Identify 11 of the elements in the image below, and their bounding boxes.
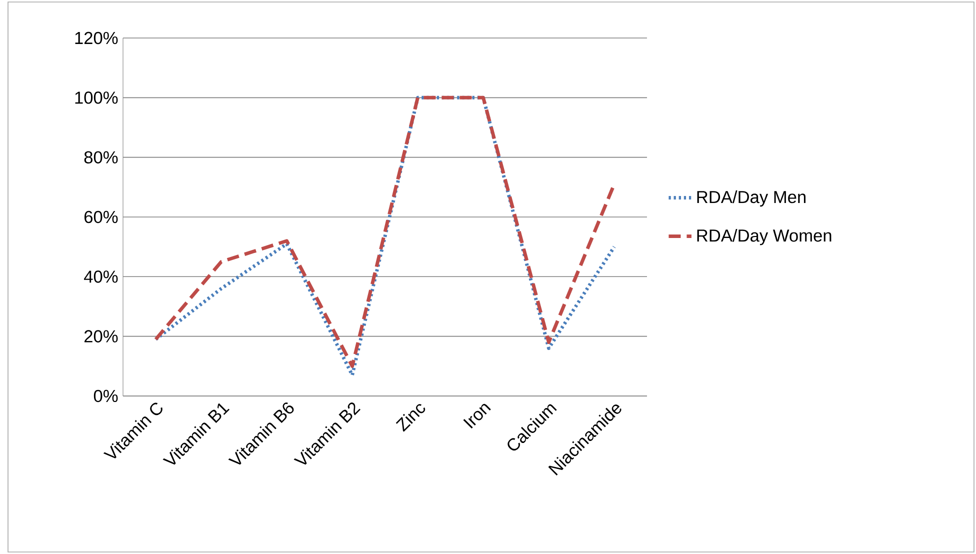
y-tick-label: 40% <box>84 270 118 283</box>
legend-label: RDA/Day Women <box>697 228 832 246</box>
legend-label: RDA/Day Men <box>697 190 806 207</box>
y-tick-label: 0% <box>94 390 118 402</box>
y-tick-label: 60% <box>84 210 118 224</box>
x-tick-label: Zinc <box>396 404 426 432</box>
y-tick-label: 80% <box>84 151 118 164</box>
y-tick-label: 20% <box>84 330 118 342</box>
y-tick-label: 100% <box>75 92 118 104</box>
x-tick-label: Iron <box>463 404 491 429</box>
y-tick-label: 120% <box>75 32 118 44</box>
